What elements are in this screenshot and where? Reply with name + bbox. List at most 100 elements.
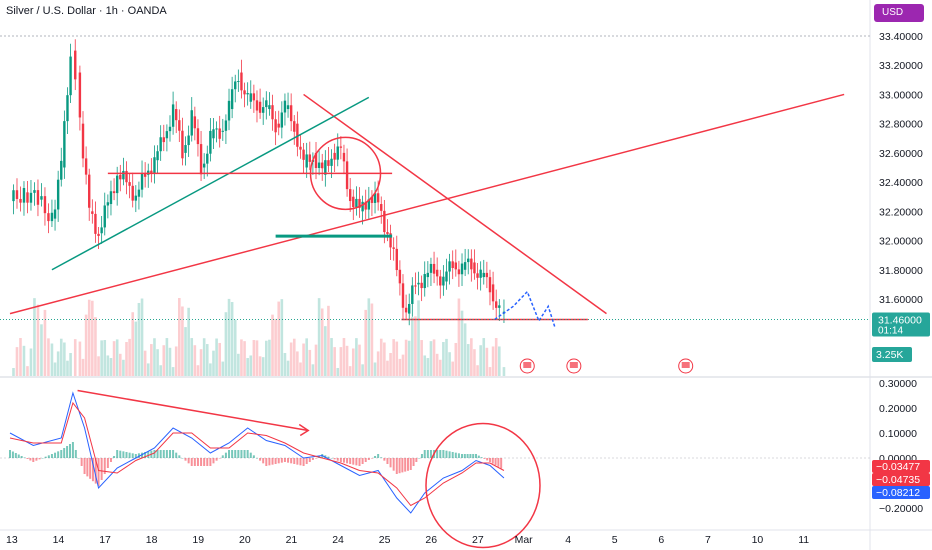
candle-body xyxy=(196,128,200,145)
candle-body xyxy=(345,161,349,190)
time-tick-label: 14 xyxy=(53,534,65,546)
candle-body xyxy=(454,262,458,270)
candle-body xyxy=(426,272,430,278)
volume-bar xyxy=(460,310,464,376)
volume-bar xyxy=(261,357,265,376)
macd-histogram-bar xyxy=(290,458,293,464)
macd-histogram-bar xyxy=(122,451,125,458)
candle-body xyxy=(12,190,15,202)
candle-body xyxy=(361,201,364,212)
volume-bar xyxy=(392,339,395,376)
arrow-head-icon xyxy=(298,423,310,437)
candle-body xyxy=(159,137,162,152)
volume-bar xyxy=(53,362,57,376)
volume-bar xyxy=(463,323,467,376)
macd-histogram-bar xyxy=(89,458,92,479)
macd-histogram-bar xyxy=(17,454,20,458)
candle-body xyxy=(199,144,203,175)
candle-body xyxy=(243,90,246,95)
candle-body xyxy=(367,199,371,210)
macd-histogram-bar xyxy=(436,450,439,458)
macd-histogram-bar xyxy=(255,458,258,459)
volume-bar xyxy=(451,361,454,376)
volume-bar xyxy=(118,353,122,376)
countdown-label: 01:14 xyxy=(878,325,903,336)
candle-body xyxy=(81,123,85,159)
time-tick-label: 4 xyxy=(565,534,571,546)
price-tick-label: 33.20000 xyxy=(879,60,923,72)
volume-bar xyxy=(454,342,458,376)
candle-body xyxy=(50,212,54,222)
macd-histogram-bar xyxy=(26,458,29,459)
macd-histogram-bar xyxy=(94,458,97,484)
macd-histogram-bar xyxy=(259,458,262,461)
candle-body xyxy=(171,104,175,127)
volume-bar xyxy=(423,355,427,376)
candle-body xyxy=(339,146,343,148)
macd-histogram-bar xyxy=(38,458,41,460)
price-tick-label: 32.80000 xyxy=(879,119,923,131)
candle-body xyxy=(60,160,63,180)
candle-body xyxy=(265,100,268,108)
macd-histogram-bar xyxy=(196,458,199,466)
volume-bar xyxy=(379,338,383,376)
event-flag-icon xyxy=(519,358,535,374)
volume-bar xyxy=(414,316,417,376)
volume-bar xyxy=(429,341,433,376)
macd-histogram-bar xyxy=(342,458,345,463)
volume-badge xyxy=(872,347,912,362)
candle-body xyxy=(460,263,464,275)
candle-body xyxy=(342,152,346,162)
volume-bar xyxy=(445,338,448,376)
volume-bar xyxy=(202,338,206,376)
macd-histogram-bar xyxy=(187,458,190,464)
macd-histogram-bar xyxy=(404,458,407,472)
macd-histogram-bar xyxy=(41,458,44,459)
volume-bar xyxy=(243,341,246,376)
candle-body xyxy=(69,56,72,96)
volume-bar xyxy=(237,353,240,376)
volume-bar xyxy=(299,362,302,376)
projection-path xyxy=(494,290,556,329)
macd-histogram-bar xyxy=(305,458,308,464)
macd-histogram-bar xyxy=(190,458,193,466)
candle-body xyxy=(423,274,426,289)
candle-body xyxy=(401,283,405,308)
highlight-circle xyxy=(309,136,382,211)
volume-bar xyxy=(209,363,212,376)
macd-histogram-bar xyxy=(131,453,134,458)
currency-button[interactable]: USD xyxy=(874,4,924,22)
volume-bar xyxy=(271,314,274,376)
macd-histogram-bar xyxy=(333,458,336,460)
time-tick-label: 13 xyxy=(6,534,18,546)
volume-bar xyxy=(494,338,498,376)
candle-body xyxy=(408,303,411,314)
volume-bar xyxy=(411,317,414,376)
candle-body xyxy=(392,247,395,249)
volume-bar xyxy=(426,358,430,376)
candle-body xyxy=(451,261,454,269)
volume-bar xyxy=(395,341,399,376)
candle-body xyxy=(206,153,209,164)
candle-body xyxy=(215,128,218,130)
macd-histogram-bar xyxy=(494,458,497,466)
candle-body xyxy=(33,190,36,193)
volume-bar xyxy=(233,319,237,376)
divergence-arrow xyxy=(77,389,309,432)
macd-histogram-bar xyxy=(77,458,80,459)
candle-body xyxy=(395,248,398,271)
macd-histogram-bar xyxy=(32,458,35,462)
volume-bar xyxy=(265,340,268,376)
candle-body xyxy=(473,262,476,274)
candle-body xyxy=(258,101,262,113)
candle-body xyxy=(261,107,265,113)
candle-body xyxy=(249,93,252,102)
candle-body xyxy=(293,121,296,132)
volume-bar xyxy=(196,365,200,376)
volume-bar xyxy=(280,299,284,376)
macd-histogram-bar xyxy=(293,458,296,464)
volume-bar xyxy=(33,298,36,376)
volume-bar xyxy=(193,345,197,376)
macd-histogram-bar xyxy=(237,450,240,458)
